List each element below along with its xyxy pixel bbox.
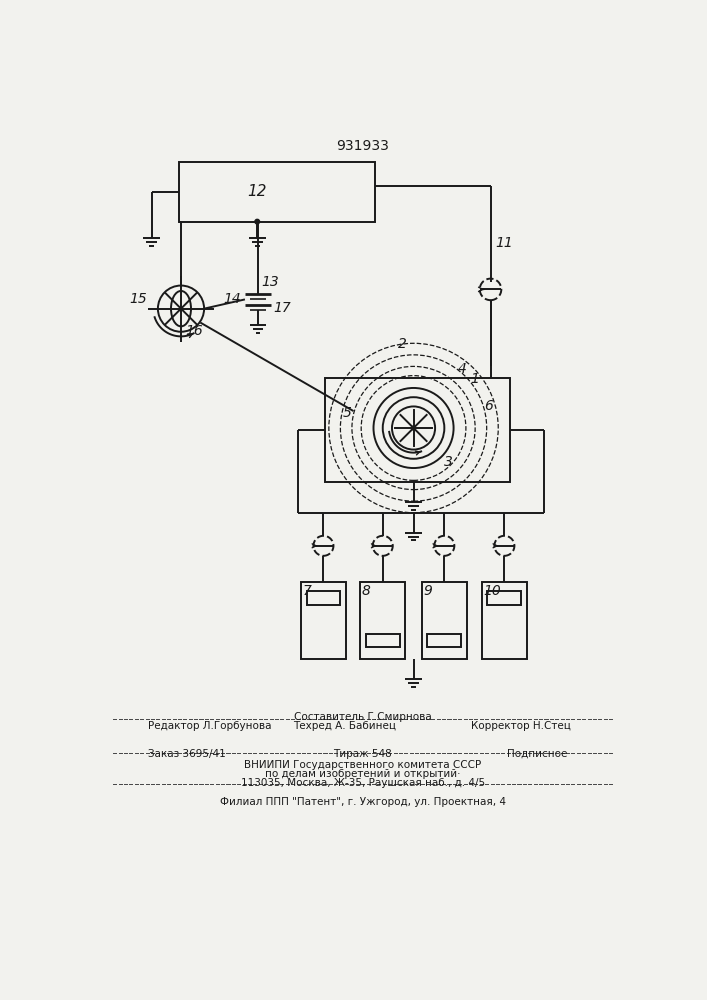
Text: по делам изобретений и открытий·: по делам изобретений и открытий· — [265, 769, 460, 779]
Bar — [361, 582, 405, 659]
Bar — [428, 634, 461, 647]
Circle shape — [411, 426, 416, 430]
Text: Тираж 548: Тираж 548 — [333, 749, 392, 759]
Text: ВНИИПИ Государственного комитета СССР: ВНИИПИ Государственного комитета СССР — [244, 760, 481, 770]
Text: 17: 17 — [274, 301, 291, 315]
Text: 6: 6 — [484, 399, 493, 413]
Bar — [179, 162, 375, 222]
Bar — [366, 634, 399, 647]
Circle shape — [255, 219, 259, 224]
Text: 14: 14 — [223, 292, 241, 306]
Text: 931933: 931933 — [337, 139, 389, 153]
Bar — [487, 591, 521, 605]
Text: 9: 9 — [423, 584, 433, 598]
Bar — [422, 582, 467, 659]
Text: 10: 10 — [484, 584, 501, 598]
Text: Филиал ППП "Патент", г. Ужгород, ул. Проектная, 4: Филиал ППП "Патент", г. Ужгород, ул. Про… — [220, 797, 506, 807]
Bar — [307, 591, 340, 605]
Bar — [325, 378, 510, 482]
Text: Заказ 3695/41: Заказ 3695/41 — [148, 749, 226, 759]
Text: 1: 1 — [471, 372, 479, 386]
Bar — [301, 582, 346, 659]
Text: Редактор Л.Горбунова: Редактор Л.Горбунова — [148, 721, 271, 731]
Text: 13: 13 — [261, 275, 279, 289]
Text: Составитель Г.Смирнова: Составитель Г.Смирнова — [294, 712, 431, 722]
Text: 7: 7 — [303, 584, 312, 598]
Bar — [482, 582, 527, 659]
Text: 12: 12 — [247, 184, 267, 199]
Text: 11: 11 — [495, 236, 513, 250]
Text: 2: 2 — [397, 337, 407, 351]
Text: 16: 16 — [185, 324, 203, 338]
Text: Корректор Н.Стец: Корректор Н.Стец — [472, 721, 571, 731]
Text: Подписное: Подписное — [506, 749, 567, 759]
Text: 8: 8 — [362, 584, 371, 598]
Text: 113035, Москва, Ж-35, Раушская наб., д. 4/5: 113035, Москва, Ж-35, Раушская наб., д. … — [240, 778, 485, 788]
Text: 3: 3 — [444, 455, 453, 469]
Text: 15: 15 — [130, 292, 148, 306]
Text: Техред А. Бабинец: Техред А. Бабинец — [293, 721, 396, 731]
Text: 4: 4 — [458, 362, 467, 376]
Text: 5: 5 — [343, 406, 352, 420]
